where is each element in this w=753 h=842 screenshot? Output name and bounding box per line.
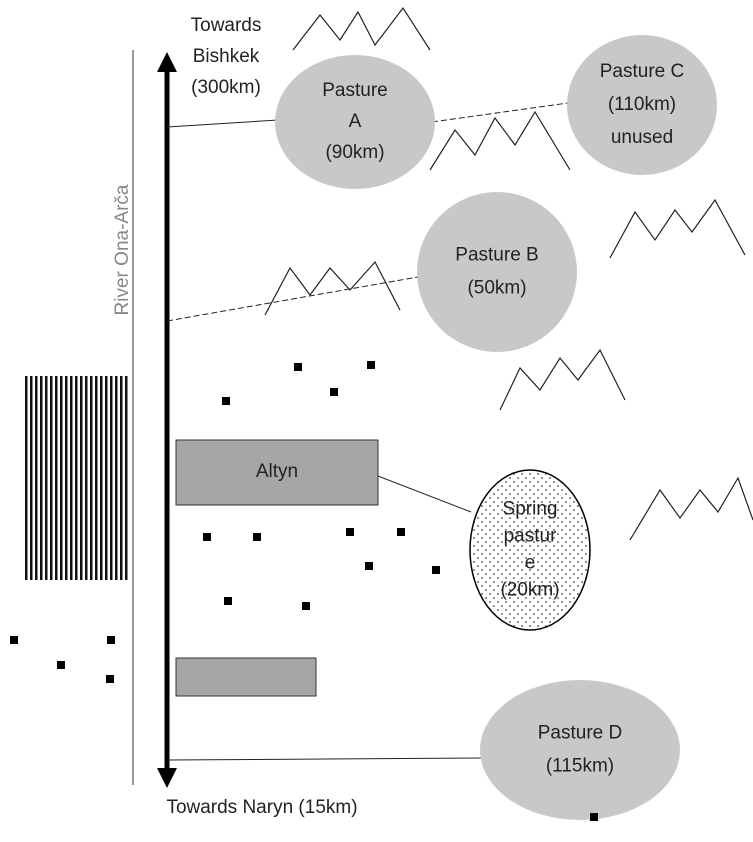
spring-pasture — [469, 469, 591, 631]
connector — [166, 119, 279, 128]
connector — [166, 276, 419, 322]
pasture-label: Pasture D — [538, 723, 622, 744]
pasture-label: pastur — [504, 526, 557, 547]
north-label: Towards — [191, 15, 262, 36]
pasture-label: (110km) — [608, 94, 676, 115]
houses — [10, 361, 598, 821]
pasture-label: Spring — [503, 499, 558, 520]
pasture-label: Pasture — [322, 80, 387, 101]
pasture-label: (90km) — [325, 142, 384, 163]
pasture-d — [480, 680, 680, 820]
layout — [10, 6, 753, 821]
pasture-label: e — [525, 553, 536, 574]
pasture-b — [417, 192, 577, 352]
hatched-area — [25, 376, 130, 580]
mountains — [264, 6, 753, 541]
pasture-label: A — [349, 111, 362, 132]
north-label: (300km) — [191, 77, 261, 98]
north-label: Bishkek — [193, 46, 260, 67]
pasture-label: (115km) — [546, 756, 614, 777]
connector — [431, 102, 569, 123]
pasture-label: Pasture C — [600, 61, 684, 82]
village-name: Altyn — [256, 461, 298, 482]
village — [175, 657, 317, 697]
pasture-label: (20km) — [500, 580, 559, 601]
river-label: River Ona-Arča — [112, 184, 133, 315]
pasture-label: (50km) — [467, 278, 526, 299]
village-altyn — [175, 439, 379, 506]
south-label: Towards Naryn (15km) — [166, 797, 357, 818]
connector — [166, 757, 485, 761]
pasture-c — [567, 35, 717, 175]
connector — [377, 475, 472, 513]
pasture-a — [275, 55, 435, 189]
pasture-label: unused — [611, 127, 673, 148]
pasture-label: Pasture B — [455, 245, 538, 266]
